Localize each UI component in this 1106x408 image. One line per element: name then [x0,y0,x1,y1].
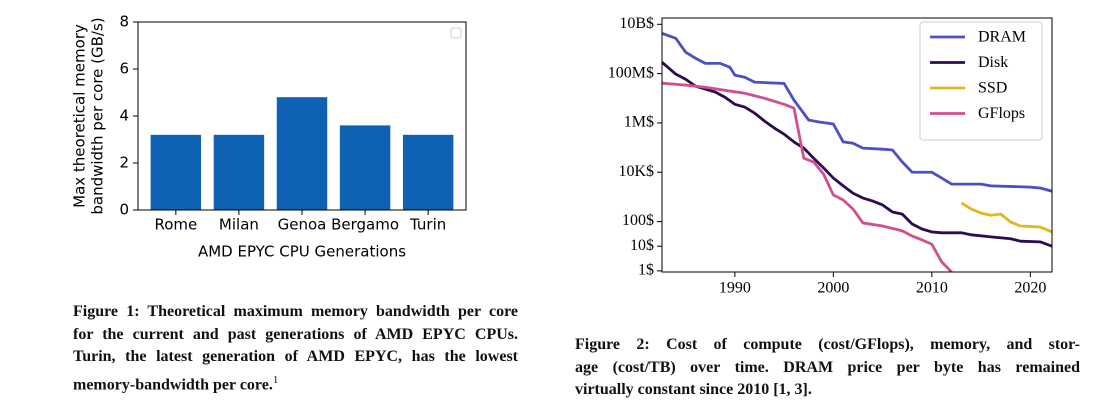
y-tick-label: 2 [119,154,129,172]
caption-line: virtually constant since 2010 [1, 3]. [575,379,1080,402]
caption-line: Figure 1: Theoretical maximum memory ban… [73,301,518,324]
line [662,61,1052,248]
y-tick-label: 1$ [638,262,654,279]
y-tick-label: 6 [119,60,129,78]
caption-line: memory-bandwidth per core.1 [73,369,518,397]
empty-legend [450,27,462,39]
y-tick-label: 100$ [622,212,654,229]
y-tick-label: 10$ [630,237,654,254]
x-tick-label: Turin [409,216,446,234]
bar [402,134,454,210]
axes-frame [661,17,1053,273]
line [662,81,953,272]
x-tick-label: 2020 [1014,280,1046,297]
y-tick-label: 0 [119,201,129,219]
bar [213,134,265,210]
y-axis-label: bandwidth per core (GB/s) [89,17,107,214]
y-tick-label: 100M$ [608,64,654,81]
figure-2: 1990 2000 2010 2020 1$ 10$ 100$ 10K$ 1M$ 100M$ 10B… [608,15,1053,297]
bar [276,97,328,210]
caption-line: Figure 2: Cost of compute (cost/GFlops),… [575,334,1080,357]
x-tick-label: 1990 [719,280,751,297]
x-tick-label: Milan [219,216,259,234]
caption-text: Figure 2: Cost of compute (cost/GFlops),… [575,336,1080,353]
caption-line: Turin, the latest generation of AMD EPYC… [73,346,518,369]
legend-label: Disk [978,54,1008,71]
legend-label: GFlops [978,105,1025,122]
bar [150,134,202,210]
x-tick-label: Bergamo [331,216,399,234]
y-tick-label: 10K$ [618,163,654,180]
y-tick-label: 1M$ [624,114,654,131]
x-tick-label: Rome [154,216,197,234]
line [960,201,1052,234]
x-tick-label: Genoa [278,216,327,234]
caption-text: Figure 1: Theoretical maximum memory ban… [73,303,518,320]
y-tick-label: 8 [119,13,129,31]
x-axis-label: AMD EPYC CPU Generations [198,243,406,261]
figures: Rome Milan Genoa Bergamo Turin 0 2 4 6 8 AMD EPYC … [71,13,1053,297]
caption: Figure 1: Theoretical maximum memory ban… [73,301,518,396]
legend-label: SSD [978,80,1007,97]
caption-line: for the current and past generations of … [73,324,518,347]
line [662,32,1052,193]
caption-text: virtually constant since 2010 [1, 3]. [575,381,812,398]
caption-text: memory-bandwidth per core. [73,375,273,393]
plot-area [662,32,1052,272]
legend-label: DRAM [978,29,1026,46]
bar [339,125,391,210]
y-tick-label: 4 [119,107,129,125]
figure-1: Rome Milan Genoa Bergamo Turin 0 2 4 6 8 AMD EPYC … [71,13,467,261]
caption-text: for the current and past generations of … [73,325,518,343]
legend-box [919,21,1043,141]
caption-line: age (cost/TB) over time. DRAM price per … [575,357,1080,380]
y-axis-label: Max theoretical memory [71,24,89,208]
x-tick-label: 2000 [817,280,849,297]
axes-frame [137,21,467,211]
x-tick-label: 2010 [916,280,948,297]
caption-text: age (cost/TB) over time. DRAM price per … [575,358,1080,376]
caption-text: Turin, the latest generation of AMD EPYC… [73,348,518,365]
footnote-mark: 1 [272,373,279,386]
caption: Figure 2: Cost of compute (cost/GFlops),… [575,334,1080,402]
y-tick-label: 10B$ [619,15,654,32]
